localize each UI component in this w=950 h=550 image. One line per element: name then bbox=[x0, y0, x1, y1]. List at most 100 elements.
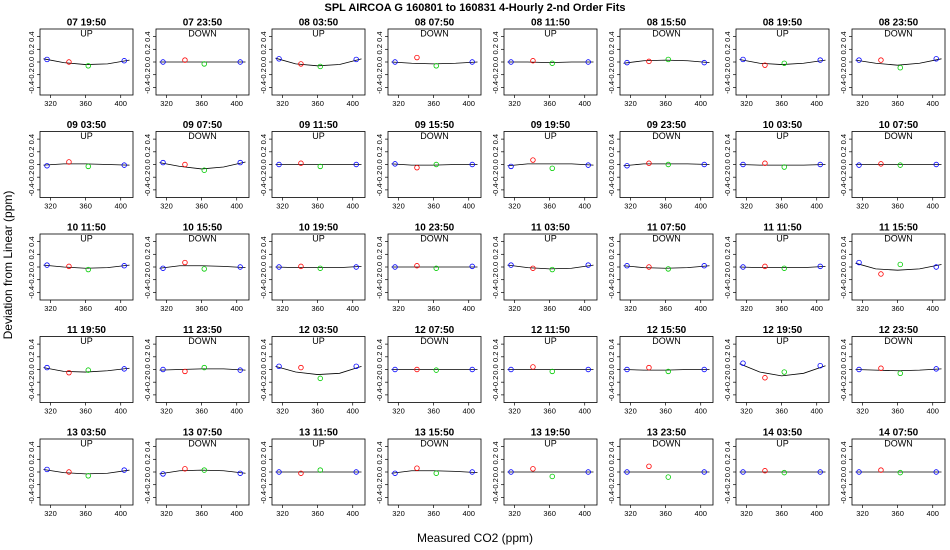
y-tick-label: 0.4 bbox=[143, 236, 152, 246]
x-tick-label: 320 bbox=[508, 201, 521, 210]
data-point bbox=[781, 469, 787, 476]
panel-title: 10 03:50 bbox=[763, 120, 803, 131]
y-tick-label: 0.4 bbox=[259, 339, 268, 349]
x-tick-label: 360 bbox=[79, 201, 92, 210]
data-point bbox=[508, 59, 514, 65]
y-tick-label: 0.0 bbox=[839, 159, 848, 169]
y-tick-label: -0.4 bbox=[607, 183, 616, 196]
panel-subtitle: DOWN bbox=[884, 131, 913, 141]
data-point bbox=[646, 264, 652, 270]
panel-title: 14 03:50 bbox=[763, 428, 803, 439]
y-tick-label: 0.2 bbox=[491, 147, 500, 157]
data-point bbox=[740, 264, 746, 270]
y-tick-label: -0.2 bbox=[491, 376, 500, 389]
data-point bbox=[160, 59, 166, 65]
x-tick-label: 400 bbox=[230, 509, 243, 518]
y-tick-label: 0.4 bbox=[723, 236, 732, 246]
y-tick-label: 0.4 bbox=[607, 441, 616, 451]
data-point bbox=[66, 159, 72, 165]
y-tick-label: 0.4 bbox=[143, 31, 152, 41]
data-point bbox=[878, 161, 884, 167]
data-point bbox=[182, 259, 188, 266]
y-tick-label: -0.4 bbox=[375, 388, 384, 401]
x-tick-label: 320 bbox=[740, 99, 753, 108]
y-tick-label: 0.2 bbox=[491, 352, 500, 362]
x-tick-label: 400 bbox=[578, 304, 591, 313]
data-point bbox=[201, 364, 207, 371]
data-point bbox=[762, 263, 768, 270]
data-point bbox=[530, 58, 536, 64]
panel-title: 09 03:50 bbox=[67, 120, 107, 131]
x-tick-label: 400 bbox=[694, 304, 707, 313]
data-point bbox=[665, 474, 671, 480]
x-tick-label: 400 bbox=[462, 201, 475, 210]
data-point bbox=[182, 368, 188, 375]
panel-subtitle: DOWN bbox=[652, 233, 681, 243]
data-point bbox=[469, 59, 475, 65]
y-tick-label: 0.4 bbox=[491, 441, 500, 451]
x-tick-label: 400 bbox=[230, 304, 243, 313]
panel-title: 13 03:50 bbox=[67, 428, 107, 439]
x-tick-label: 400 bbox=[462, 406, 475, 415]
data-point bbox=[701, 469, 707, 475]
data-point bbox=[933, 469, 939, 475]
data-point bbox=[856, 162, 862, 168]
y-axis-label: Deviation from Linear (ppm) bbox=[1, 191, 15, 340]
data-point bbox=[665, 368, 671, 375]
x-tick-label: 320 bbox=[44, 304, 57, 313]
data-point bbox=[646, 463, 652, 469]
x-tick-label: 400 bbox=[694, 99, 707, 108]
y-tick-label: 0.2 bbox=[839, 44, 848, 54]
x-axis-label: Measured CO2 (ppm) bbox=[417, 531, 533, 545]
panel-title: 12 03:50 bbox=[299, 325, 339, 336]
y-tick-label: -0.4 bbox=[259, 388, 268, 401]
panel-title: 12 19:50 bbox=[763, 325, 803, 336]
x-tick-label: 320 bbox=[508, 509, 521, 518]
data-point bbox=[878, 57, 884, 63]
y-tick-label: -0.2 bbox=[607, 171, 616, 184]
panel-subtitle: DOWN bbox=[420, 233, 449, 243]
y-tick-label: 0.2 bbox=[259, 454, 268, 464]
data-point bbox=[276, 161, 282, 168]
data-point bbox=[298, 61, 304, 67]
y-tick-label: -0.2 bbox=[375, 68, 384, 81]
x-tick-label: 360 bbox=[195, 304, 208, 313]
panel-title: 11 15:50 bbox=[879, 223, 918, 234]
x-tick-label: 400 bbox=[926, 99, 939, 108]
x-tick-label: 320 bbox=[624, 304, 637, 313]
data-point bbox=[201, 467, 207, 473]
data-point bbox=[121, 366, 127, 372]
plot-frame bbox=[851, 233, 946, 301]
data-point bbox=[878, 365, 884, 371]
y-tick-label: 0.2 bbox=[607, 147, 616, 157]
y-tick-label: 0.4 bbox=[839, 441, 848, 451]
y-tick-label: -0.4 bbox=[723, 286, 732, 299]
data-point bbox=[549, 266, 555, 273]
x-tick-label: 320 bbox=[160, 406, 173, 415]
y-tick-label: 0.2 bbox=[607, 249, 616, 259]
panel-title: 12 11:50 bbox=[531, 325, 570, 336]
data-point bbox=[878, 467, 884, 473]
y-tick-label: -0.2 bbox=[143, 68, 152, 81]
data-point bbox=[353, 161, 359, 168]
data-point bbox=[508, 469, 514, 475]
data-point bbox=[856, 366, 862, 373]
y-tick-label: 0.4 bbox=[259, 31, 268, 41]
y-tick-label: 0.4 bbox=[491, 339, 500, 349]
panel-subtitle: UP bbox=[544, 131, 557, 141]
y-tick-label: 0.0 bbox=[607, 364, 616, 374]
data-point bbox=[933, 56, 939, 62]
panel-title: 10 11:50 bbox=[67, 223, 106, 234]
x-tick-label: 320 bbox=[392, 406, 405, 415]
data-point bbox=[762, 160, 768, 166]
data-point bbox=[201, 266, 207, 272]
fit-line bbox=[739, 59, 826, 65]
fit-line bbox=[159, 265, 246, 269]
x-tick-label: 320 bbox=[508, 99, 521, 108]
data-point bbox=[433, 367, 439, 373]
y-tick-label: -0.4 bbox=[839, 183, 848, 196]
data-point bbox=[85, 266, 91, 273]
y-tick-label: 0.0 bbox=[27, 364, 36, 374]
data-point bbox=[549, 60, 555, 66]
